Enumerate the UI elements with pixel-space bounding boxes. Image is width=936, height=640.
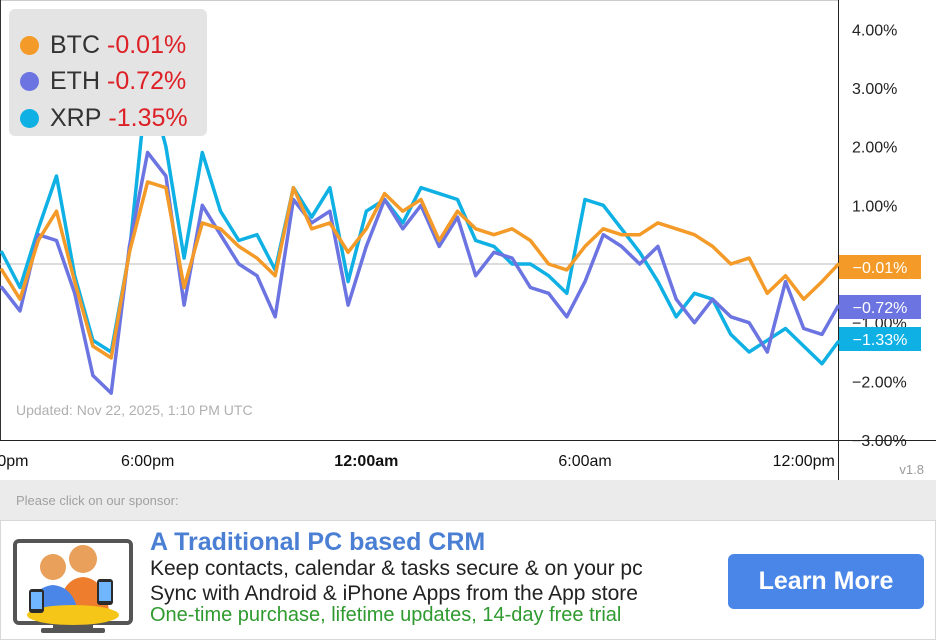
x-tick-label: 12:00am <box>334 453 398 470</box>
y-ticks: 4.00%3.00%2.00%1.00%−1.00%−2.00%−3.00% <box>852 22 907 450</box>
badge-eth: −0.72% <box>839 295 921 319</box>
value-badges: −0.01% −0.72% −1.33% <box>839 255 921 351</box>
sponsor-label: Please click on our sponsor: <box>16 493 179 508</box>
series-line-btc <box>0 180 840 360</box>
legend-change: -0.72% <box>107 66 187 95</box>
x-tick-label: 6:00pm <box>121 453 174 470</box>
legend-item-eth[interactable]: ETH -0.72% <box>20 66 186 96</box>
badge-btc: −0.01% <box>839 255 921 279</box>
chart-legend: BTC -0.01% ETH -0.72% XRP -1.35% <box>9 9 207 136</box>
ad-line-2: Sync with Android & iPhone Apps from the… <box>150 582 638 605</box>
badge-background <box>839 295 921 319</box>
y-tick-label: 2.00% <box>852 140 897 157</box>
x-ticks: 2:00pm 6:00pm 12:00am 6:00am 12:00pm <box>0 453 835 470</box>
badge-xrp: −1.33% <box>839 327 921 351</box>
xrp-color-dot <box>20 108 39 128</box>
x-tick-label: 12:00pm <box>773 453 835 470</box>
legend-name: XRP <box>50 103 102 132</box>
sponsor-ad[interactable]: A Traditional PC based CRM Keep contacts… <box>0 520 936 640</box>
learn-more-button[interactable]: Learn More <box>728 554 924 609</box>
updated-timestamp: Updated: Nov 22, 2025, 1:10 PM UTC <box>16 402 253 418</box>
legend-name: BTC <box>50 30 100 59</box>
y-tick-label: 3.00% <box>852 81 897 98</box>
sponsor-bar: Please click on our sponsor: <box>0 480 936 520</box>
badge-background <box>839 255 921 279</box>
legend-item-btc[interactable]: BTC -0.01% <box>20 30 186 60</box>
badge-value: −0.01% <box>853 260 908 277</box>
y-tick-label: 1.00% <box>852 198 897 215</box>
badge-background <box>839 327 921 351</box>
y-tick-label: 4.00% <box>852 22 897 39</box>
badge-value: −0.72% <box>853 300 908 317</box>
crm-people-devices-icon <box>13 537 135 635</box>
eth-color-dot <box>20 71 39 91</box>
btc-color-dot <box>20 35 39 55</box>
ad-line-1: Keep contacts, calendar & tasks secure &… <box>150 557 643 580</box>
x-tick-label: 2:00pm <box>0 453 29 470</box>
badge-value: −1.33% <box>853 332 908 349</box>
legend-change: -0.01% <box>107 30 187 59</box>
ad-offer-line: One-time purchase, lifetime updates, 14-… <box>150 604 622 626</box>
legend-name: ETH <box>50 66 100 95</box>
y-tick-label: −2.00% <box>852 374 907 391</box>
legend-change: -1.35% <box>108 103 188 132</box>
ad-title[interactable]: A Traditional PC based CRM <box>150 528 486 556</box>
version-label: v1.8 <box>899 462 924 477</box>
x-tick-label: 6:00am <box>558 453 611 470</box>
legend-item-xrp[interactable]: XRP -1.35% <box>20 103 188 133</box>
y-tick-label: −3.00% <box>852 433 907 450</box>
series-line-eth <box>0 150 840 395</box>
